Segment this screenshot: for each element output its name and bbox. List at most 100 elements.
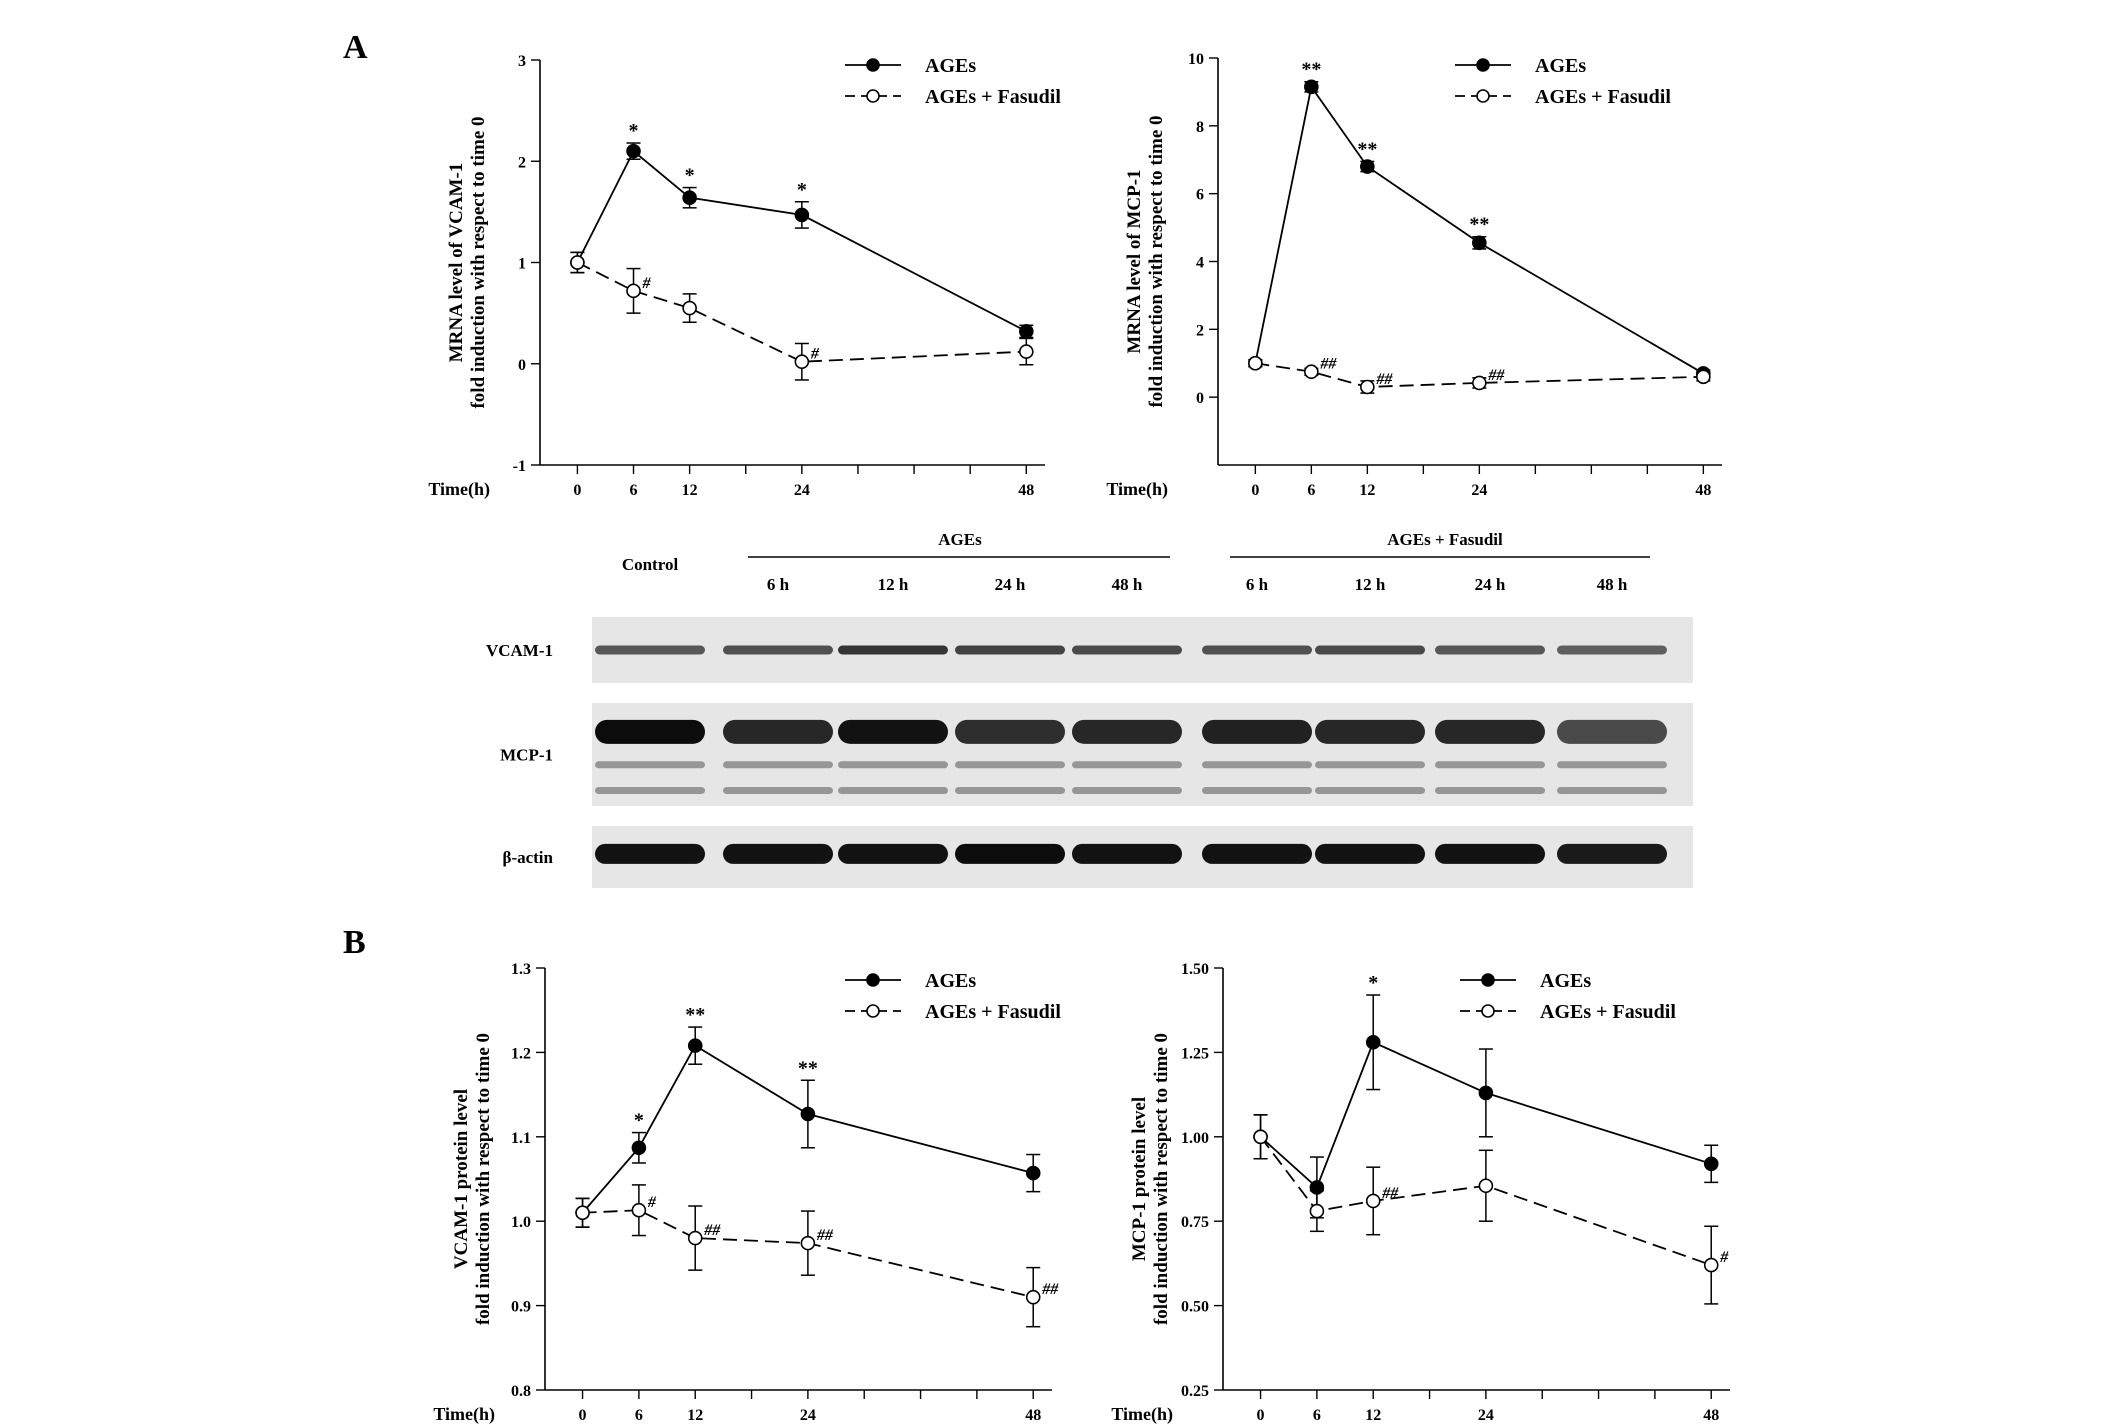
x-tick-label: 12	[687, 1407, 703, 1424]
blot-band	[1202, 645, 1312, 655]
x-axis-label: Time(h)	[428, 479, 490, 500]
blot-band	[595, 719, 705, 744]
significance-label: ##	[1375, 371, 1393, 388]
blot-band	[1435, 645, 1545, 655]
legend-marker	[866, 973, 880, 987]
data-point-ages	[1703, 1156, 1719, 1172]
legend-label: AGEs + Fasudil	[925, 86, 1061, 108]
y-tick-label: 1.0	[511, 1214, 531, 1231]
data-point-ages	[1472, 235, 1487, 251]
y-tick-label: 1.00	[1181, 1130, 1209, 1147]
y-axis-label: MRNA level of VCAM-1	[446, 163, 467, 363]
significance-label: *	[1368, 972, 1378, 994]
x-tick-label: 12	[682, 482, 698, 499]
data-point-ages-fasudil	[1472, 375, 1487, 391]
y-tick-label: 10	[1188, 51, 1204, 68]
x-tick-label: 24	[1478, 1407, 1494, 1424]
blot-band	[1072, 719, 1182, 744]
legend-item: AGEs + Fasudil	[845, 1001, 1061, 1023]
y-axis-label: fold induction with respect to time 0	[1146, 115, 1167, 407]
chart-b1: 0.8 0.9 1.0 1.1 1.2 1.3 0 6 12 24 48 Time(h) VCAM-1 …	[433, 961, 1061, 1425]
significance-label: *	[634, 1110, 644, 1132]
blot-band	[1072, 787, 1182, 795]
blot-band	[1435, 843, 1545, 864]
lane-label: 12 h	[878, 575, 909, 594]
lane-label: 12 h	[1355, 575, 1386, 594]
data-point-ages	[1360, 159, 1375, 174]
legend-marker	[1476, 58, 1490, 72]
y-axis-label: MCP-1 protein level	[1129, 1097, 1150, 1261]
x-tick-label: 48	[1018, 482, 1034, 499]
lane-label: 6 h	[767, 575, 790, 594]
lane-label: 24 h	[995, 575, 1026, 594]
significance-label: **	[1357, 138, 1377, 160]
x-tick-label: 12	[1365, 1407, 1381, 1424]
blot-band	[838, 719, 948, 744]
panel-label-a: A	[343, 29, 368, 66]
y-axis-label: fold induction with respect to time 0	[468, 116, 489, 408]
blot-group-fasudil: AGEs + Fasudil	[1387, 530, 1503, 549]
x-axis-label: Time(h)	[1106, 479, 1168, 500]
data-point-ages-fasudil	[626, 283, 641, 299]
y-tick-label: 1.25	[1181, 1045, 1209, 1062]
legend-marker	[1481, 1004, 1495, 1018]
blot-band	[838, 761, 948, 769]
significance-label: ##	[1041, 1281, 1059, 1298]
x-tick-label: 6	[635, 1407, 643, 1424]
significance-label: **	[1469, 214, 1489, 236]
x-tick-label: 0	[579, 1407, 587, 1424]
blot-row: β-actin	[502, 826, 1693, 888]
x-tick-label: 6	[1313, 1407, 1321, 1424]
significance-label: ##	[1487, 367, 1505, 384]
significance-label: ##	[703, 1222, 721, 1239]
significance-label: #	[642, 275, 652, 292]
significance-label: *	[629, 120, 639, 142]
y-tick-label: 1.2	[511, 1045, 531, 1062]
y-tick-label: 1	[518, 256, 526, 273]
y-tick-label: 4	[1196, 255, 1204, 272]
blot-band	[595, 645, 705, 655]
x-tick-label: 24	[1471, 482, 1487, 499]
data-point-ages-fasudil	[631, 1202, 647, 1218]
x-tick-label: 48	[1025, 1407, 1041, 1424]
data-point-ages-fasudil	[682, 300, 697, 316]
data-point-ages	[626, 143, 641, 159]
y-tick-label: 0	[518, 357, 526, 374]
blot-band	[1435, 787, 1545, 795]
blot-band	[1315, 761, 1425, 769]
x-tick-label: 0	[1251, 482, 1259, 499]
x-tick-label: 6	[630, 482, 638, 499]
lane-label: 24 h	[1475, 575, 1506, 594]
blot-band	[1315, 787, 1425, 795]
legend-item: AGEs	[845, 55, 976, 77]
y-tick-label: 2	[1196, 322, 1204, 339]
data-point-ages	[682, 190, 697, 205]
blot-band	[1315, 843, 1425, 864]
legend-marker	[866, 89, 880, 103]
x-tick-label: 12	[1359, 482, 1375, 499]
legend-item: AGEs + Fasudil	[1460, 1001, 1676, 1023]
x-tick-label: 0	[573, 482, 581, 499]
y-axis-label: VCAM-1 protein level	[451, 1089, 472, 1269]
y-axis-label: fold induction with respect to time 0	[1151, 1033, 1172, 1325]
significance-label: #	[1719, 1249, 1729, 1266]
panel-label-b: B	[343, 924, 366, 961]
legend-label: AGEs	[1535, 55, 1586, 77]
blot-band	[1202, 787, 1312, 795]
data-point-ages	[800, 1106, 816, 1122]
legend-item: AGEs + Fasudil	[845, 86, 1061, 108]
blot-band	[1202, 719, 1312, 744]
data-point-ages-fasudil	[794, 354, 810, 370]
significance-label: **	[1301, 59, 1321, 81]
blot-band	[1315, 645, 1425, 655]
data-point-ages-fasudil	[687, 1230, 703, 1246]
y-tick-label: 3	[518, 53, 526, 70]
lane-label: 48 h	[1597, 575, 1628, 594]
data-point-ages	[1018, 324, 1034, 339]
data-point-ages-fasudil	[575, 1205, 590, 1221]
y-tick-label: 0	[1196, 390, 1204, 407]
blot-band	[1202, 843, 1312, 864]
data-point-ages-fasudil	[1253, 1129, 1268, 1145]
y-tick-label: -1	[513, 458, 526, 475]
